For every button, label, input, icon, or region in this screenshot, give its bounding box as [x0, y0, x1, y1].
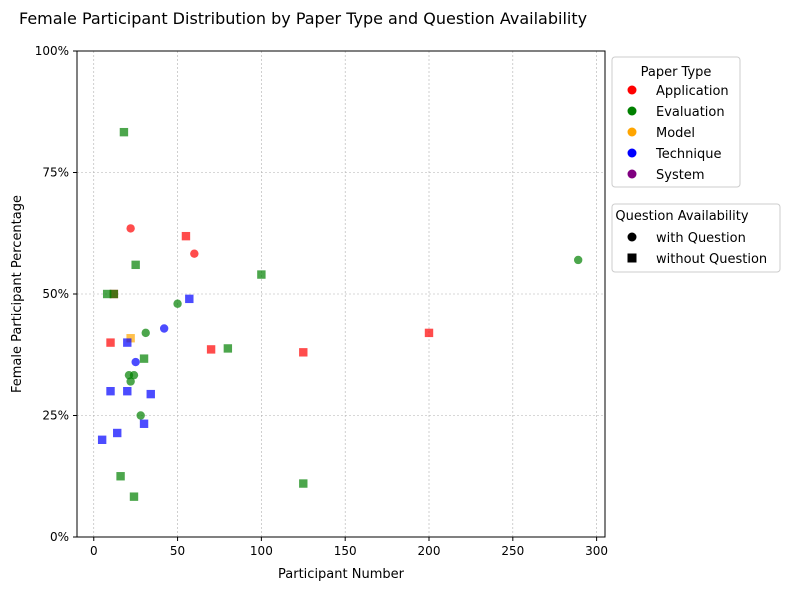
- point-evaluation: [136, 411, 145, 420]
- legend-label-question: without Question: [656, 252, 767, 267]
- point-evaluation: [131, 260, 140, 270]
- legend-marker-model: [627, 127, 637, 137]
- legend-question-title: Question Availability: [615, 209, 748, 224]
- legend-marker-square: [627, 253, 637, 263]
- grid: [77, 50, 605, 538]
- point-evaluation: [116, 472, 125, 481]
- legend-marker-evaluation: [627, 106, 637, 116]
- point-evaluation: [573, 255, 583, 265]
- point-technique: [106, 387, 115, 396]
- legend-paper-type-frame: [611, 56, 741, 188]
- x-tick-label: 100: [250, 544, 273, 558]
- point-technique: [113, 428, 122, 438]
- y-axis-ticks: 0% 25% 50% 75% 100%: [35, 44, 77, 544]
- point-application: [206, 345, 216, 354]
- legend-question-availability: Question Availability with Question witho…: [611, 203, 781, 273]
- point-technique: [139, 419, 149, 428]
- point-evaluation: [223, 344, 233, 353]
- point-technique: [97, 435, 107, 444]
- point-application: [126, 224, 135, 233]
- legend-label-evaluation: Evaluation: [656, 105, 725, 120]
- point-evaluation: [141, 328, 150, 338]
- x-axis-ticks: 0 50 100 150 200 250 300: [90, 537, 608, 558]
- chart-title: Female Participant Distribution by Paper…: [19, 9, 587, 28]
- legend-label-application: Application: [656, 84, 729, 99]
- x-tick-label: 250: [501, 544, 524, 558]
- x-tick-label: 0: [90, 544, 98, 558]
- point-technique: [123, 338, 132, 347]
- y-tick-label: 100%: [35, 44, 69, 58]
- legend-marker-application: [627, 85, 637, 95]
- point-evaluation: [119, 127, 129, 137]
- legend-marker-circle: [627, 232, 637, 242]
- legend-label-model: Model: [656, 126, 695, 141]
- point-application: [299, 348, 308, 357]
- x-tick-label: 200: [418, 544, 441, 558]
- x-tick-label: 300: [585, 544, 608, 558]
- point-application: [181, 231, 191, 241]
- y-axis-label: Female Participant Percentage: [10, 195, 25, 393]
- point-evaluation: [109, 289, 119, 299]
- point-evaluation: [299, 479, 308, 488]
- point-technique: [159, 324, 169, 333]
- point-evaluation: [126, 377, 135, 386]
- point-application: [106, 338, 115, 347]
- legend-marker-technique: [627, 148, 637, 158]
- x-tick-label: 150: [334, 544, 357, 558]
- legend-label-technique: Technique: [655, 147, 721, 162]
- data-points: [97, 127, 583, 501]
- point-technique: [123, 387, 132, 396]
- legend-paper-type-title: Paper Type: [641, 65, 712, 80]
- point-application: [190, 249, 199, 258]
- point-technique: [146, 389, 155, 399]
- point-evaluation: [257, 270, 266, 279]
- point-evaluation: [102, 289, 112, 299]
- y-tick-label: 75%: [42, 166, 69, 180]
- point-evaluation: [139, 354, 149, 363]
- x-axis-label: Participant Number: [278, 567, 405, 582]
- point-technique: [131, 357, 140, 367]
- point-application: [424, 328, 434, 338]
- point-evaluation: [173, 299, 182, 308]
- y-tick-label: 50%: [42, 287, 69, 301]
- point-evaluation: [129, 492, 139, 501]
- legend-paper-type: Paper Type Application Evaluation Model Tec…: [611, 56, 741, 188]
- x-tick-label: 50: [170, 544, 185, 558]
- y-tick-label: 25%: [42, 409, 69, 423]
- legend-label-system: System: [656, 168, 704, 183]
- point-model: [126, 334, 135, 343]
- point-evaluation: [129, 370, 139, 380]
- legend-label-question: with Question: [656, 231, 746, 246]
- y-tick-label: 0%: [50, 530, 69, 544]
- point-technique: [185, 294, 194, 304]
- legend-marker-system: [627, 169, 637, 179]
- legend-question-frame: [611, 203, 781, 273]
